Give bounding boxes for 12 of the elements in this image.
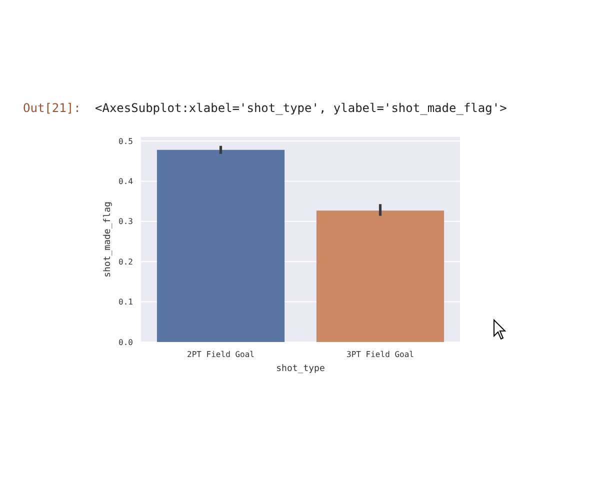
text: <AxesSubplot:xlabel='shot_type', ylabel='shot_made_flag'> — [95, 101, 507, 115]
y-tick-label: 0.5 — [118, 136, 134, 146]
y-tick-label: 0.4 — [118, 177, 134, 186]
x-axis-title: shot_type — [276, 364, 325, 374]
x-tick-label: 2PT Field Goal — [187, 350, 255, 359]
y-axis-title: shot_made_flag — [103, 202, 113, 278]
y-tick-label: 0.2 — [118, 257, 134, 266]
y-tick-label: 0.0 — [118, 338, 134, 347]
x-tick-label: 3PT Field Goal — [346, 350, 414, 359]
y-tick-label: 0.3 — [118, 217, 134, 226]
text: Out[21]: — [23, 101, 81, 115]
y-tick-label: 0.1 — [118, 298, 134, 307]
